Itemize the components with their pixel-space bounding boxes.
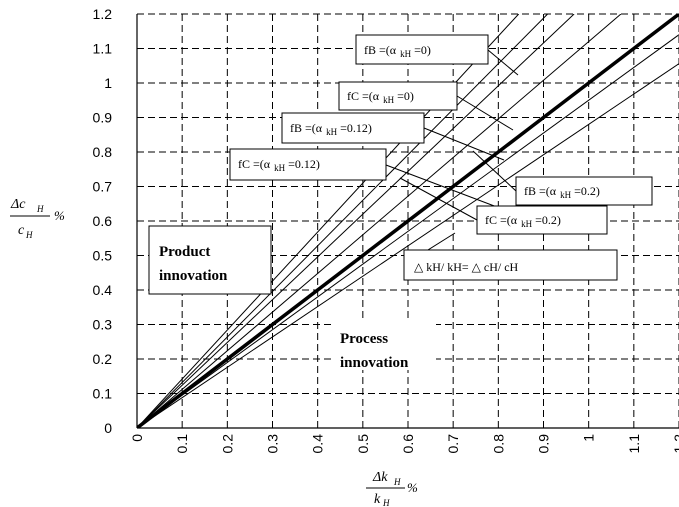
series-label-box xyxy=(338,81,458,111)
y-label-main: Δc xyxy=(10,197,26,212)
series-label-box xyxy=(403,249,618,281)
x-tick-label: 1.1 xyxy=(626,434,642,454)
series-label: △ kH/ kH= △ cH/ cH xyxy=(414,260,519,274)
x-label-den: k xyxy=(374,492,381,507)
region-box xyxy=(331,320,436,370)
x-label-den-sub: H xyxy=(382,498,390,507)
axes xyxy=(136,14,679,429)
series-label-box xyxy=(476,205,608,235)
series-label: fB =(α kH =0) xyxy=(364,43,431,59)
x-tick-label: 1 xyxy=(581,434,597,442)
x-tick-label: 0.3 xyxy=(265,434,281,454)
region-label-line2: innovation xyxy=(340,355,409,371)
series-line xyxy=(137,14,622,428)
x-tick-label: 0.6 xyxy=(400,434,416,454)
series-label: fC =(α kH =0) xyxy=(347,89,414,105)
series-label-box xyxy=(355,34,489,65)
y-tick-label: 0.8 xyxy=(93,144,113,160)
series-line xyxy=(137,63,679,428)
y-label-den: c xyxy=(18,223,25,238)
y-tick-label: 0.3 xyxy=(93,317,113,333)
x-tick-label: 0.2 xyxy=(219,434,235,454)
y-tick-label: 1.2 xyxy=(93,6,113,22)
series-line xyxy=(137,34,679,428)
series-label: fC =(α kH =0.2) xyxy=(485,213,561,229)
annotations: fB =(α kH =0) fC =(α kH =0) fB =(α kH =0.12) fC =… xyxy=(148,34,653,371)
x-axis-label: Δk H k H % xyxy=(366,470,418,507)
series-label-box xyxy=(515,176,653,206)
x-tick-label: 0 xyxy=(129,434,145,442)
series-line xyxy=(137,14,548,428)
leader-line xyxy=(399,177,478,221)
y-label-unit: % xyxy=(54,208,65,223)
y-tick-label: 0.1 xyxy=(93,386,113,402)
x-label-unit: % xyxy=(407,480,418,495)
x-label-main: Δk xyxy=(372,470,388,485)
y-tick-label: 0.2 xyxy=(93,351,113,367)
y-tick-label: 0.7 xyxy=(93,179,113,195)
x-tick-label: 0.1 xyxy=(174,434,190,454)
x-tick-label: 0.7 xyxy=(445,434,461,454)
series-label: fB =(α kH =0.12) xyxy=(290,121,372,137)
series-line xyxy=(137,14,679,428)
leader-line xyxy=(423,127,505,161)
region-label-line2: innovation xyxy=(159,268,228,284)
series-label-box xyxy=(229,148,387,181)
series-line xyxy=(137,14,575,428)
x-label-sub: H xyxy=(393,477,401,487)
y-tick-label: 0 xyxy=(104,420,112,436)
leader-line xyxy=(487,49,519,76)
y-tick-label: 1 xyxy=(104,75,112,91)
series-label: fB =(α kH =0.2) xyxy=(524,184,600,200)
tick-labels: 0 0.1 0.2 0.3 0.4 0.5 0.6 0.7 0.8 0.9 1 1.1 1.2 0 0.1 0… xyxy=(93,6,679,453)
series-label: fC =(α kH =0.12) xyxy=(238,157,320,173)
x-tick-label: 1.2 xyxy=(671,434,679,454)
y-tick-label: 0.9 xyxy=(93,110,113,126)
x-tick-label: 0.8 xyxy=(490,434,506,454)
x-tick-label: 0.4 xyxy=(310,434,326,454)
y-tick-label: 0.4 xyxy=(93,282,113,298)
y-tick-label: 0.5 xyxy=(93,248,113,264)
y-tick-label: 1.1 xyxy=(93,41,113,57)
series-label-box xyxy=(281,112,425,144)
leader-line xyxy=(456,95,514,131)
x-tick-label: 0.5 xyxy=(355,434,371,454)
y-label-sub: H xyxy=(36,204,44,214)
region-label-line1: Process xyxy=(340,331,388,347)
x-tick-label: 0.9 xyxy=(536,434,552,454)
y-label-den-sub: H xyxy=(25,230,33,240)
region-box xyxy=(148,225,272,295)
region-label-line1: Product xyxy=(159,244,210,260)
y-tick-label: 0.6 xyxy=(93,213,113,229)
y-axis-label: Δc H c H % xyxy=(10,197,65,240)
leader-line xyxy=(472,150,517,192)
